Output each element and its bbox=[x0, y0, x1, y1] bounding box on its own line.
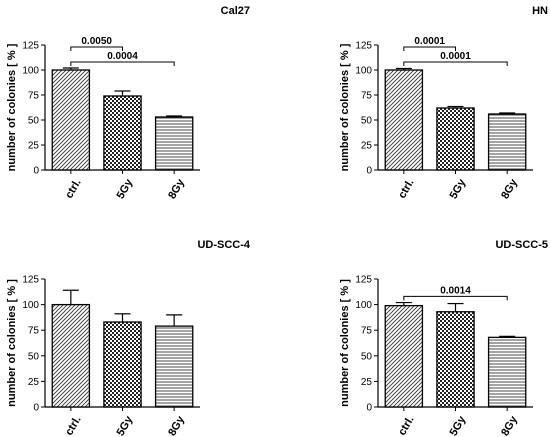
y-tick-label: 50 bbox=[361, 116, 373, 127]
x-tick-label: ctrl. bbox=[63, 414, 83, 437]
x-tick-label: 5Gy bbox=[448, 413, 469, 437]
chart-title: Cal27 bbox=[221, 5, 250, 17]
bar-8gy bbox=[154, 116, 194, 171]
bar-5gy bbox=[436, 107, 475, 171]
y-tick-label: 25 bbox=[28, 377, 40, 388]
y-axis-label: number of colonies [ % ] bbox=[6, 43, 18, 171]
significance-bracket bbox=[403, 295, 508, 301]
significance-bracket bbox=[70, 46, 123, 51]
bar-ctrl bbox=[384, 69, 424, 171]
p-value-label: 0.0014 bbox=[440, 285, 471, 296]
chart-title: HN bbox=[532, 5, 548, 17]
significance-bracket bbox=[70, 61, 175, 66]
x-tick-label: 8Gy bbox=[166, 176, 187, 201]
x-tick-label: 8Gy bbox=[499, 176, 520, 201]
bar-5gy bbox=[436, 311, 475, 408]
y-tick-label: 50 bbox=[361, 351, 373, 362]
x-tick-label: 5Gy bbox=[448, 176, 469, 201]
chart-title: UD-SCC-4 bbox=[197, 239, 250, 251]
y-tick-label: 0 bbox=[366, 166, 372, 177]
p-value-label: 0.0001 bbox=[440, 51, 471, 62]
y-tick-label: 75 bbox=[28, 326, 40, 337]
y-tick-label: 25 bbox=[361, 377, 373, 388]
y-axis-label: number of colonies [ % ] bbox=[339, 279, 351, 407]
bar-8gy bbox=[487, 113, 527, 171]
y-tick-label: 100 bbox=[355, 66, 372, 77]
y-tick-label: 75 bbox=[361, 326, 373, 337]
significance-bracket bbox=[403, 46, 456, 51]
chart-panel-4: UD-SCC-5 number of colonies [ % ] 0 25 50 75 1… bbox=[339, 239, 548, 437]
y-tick-label: 125 bbox=[22, 275, 39, 286]
bar-ctrl bbox=[51, 69, 91, 171]
y-axis-label: number of colonies [ % ] bbox=[6, 279, 18, 407]
y-tick-label: 0 bbox=[33, 166, 39, 177]
y-tick-label: 50 bbox=[28, 351, 40, 362]
y-tick-label: 125 bbox=[355, 275, 372, 286]
y-tick-label: 50 bbox=[28, 116, 40, 127]
y-tick-label: 125 bbox=[22, 41, 39, 52]
chart-panel-1: Cal27 number of colonies [ % ] 0 25 50 75 100 1… bbox=[6, 5, 250, 201]
p-value-label: 0.0004 bbox=[107, 51, 138, 62]
bar-8gy bbox=[154, 325, 194, 408]
bar-ctrl bbox=[51, 303, 91, 408]
y-tick-label: 100 bbox=[22, 300, 39, 311]
bar-5gy bbox=[103, 321, 142, 408]
bar-5gy bbox=[103, 95, 142, 171]
bar-ctrl bbox=[384, 304, 424, 408]
p-value-label: 0.0001 bbox=[414, 36, 445, 47]
chart-panel-2: HN number of colonies [ % ] 0 25 50 75 100 125 c… bbox=[339, 5, 548, 201]
chart-title: UD-SCC-5 bbox=[495, 239, 548, 251]
y-tick-label: 25 bbox=[361, 141, 373, 152]
x-tick-label: 8Gy bbox=[499, 413, 520, 437]
x-tick-label: ctrl. bbox=[63, 177, 83, 200]
x-tick-label: 8Gy bbox=[166, 413, 187, 437]
y-tick-label: 0 bbox=[366, 403, 372, 414]
y-tick-label: 75 bbox=[28, 91, 40, 102]
p-value-label: 0.0050 bbox=[81, 36, 112, 47]
x-tick-label: 5Gy bbox=[115, 413, 136, 437]
y-tick-label: 125 bbox=[355, 41, 372, 52]
y-tick-label: 25 bbox=[28, 141, 40, 152]
x-tick-label: ctrl. bbox=[396, 177, 416, 200]
x-tick-label: 5Gy bbox=[115, 176, 136, 201]
y-tick-label: 75 bbox=[361, 91, 373, 102]
chart-panel-3: UD-SCC-4 number of colonies [ % ] 0 25 50 75 1… bbox=[6, 239, 251, 437]
y-tick-label: 100 bbox=[355, 300, 372, 311]
significance-bracket bbox=[403, 61, 508, 66]
bar-8gy bbox=[487, 336, 527, 408]
y-tick-label: 0 bbox=[33, 403, 39, 414]
y-tick-label: 100 bbox=[22, 66, 39, 77]
x-tick-label: ctrl. bbox=[396, 414, 416, 437]
y-axis-label: number of colonies [ % ] bbox=[339, 43, 351, 171]
